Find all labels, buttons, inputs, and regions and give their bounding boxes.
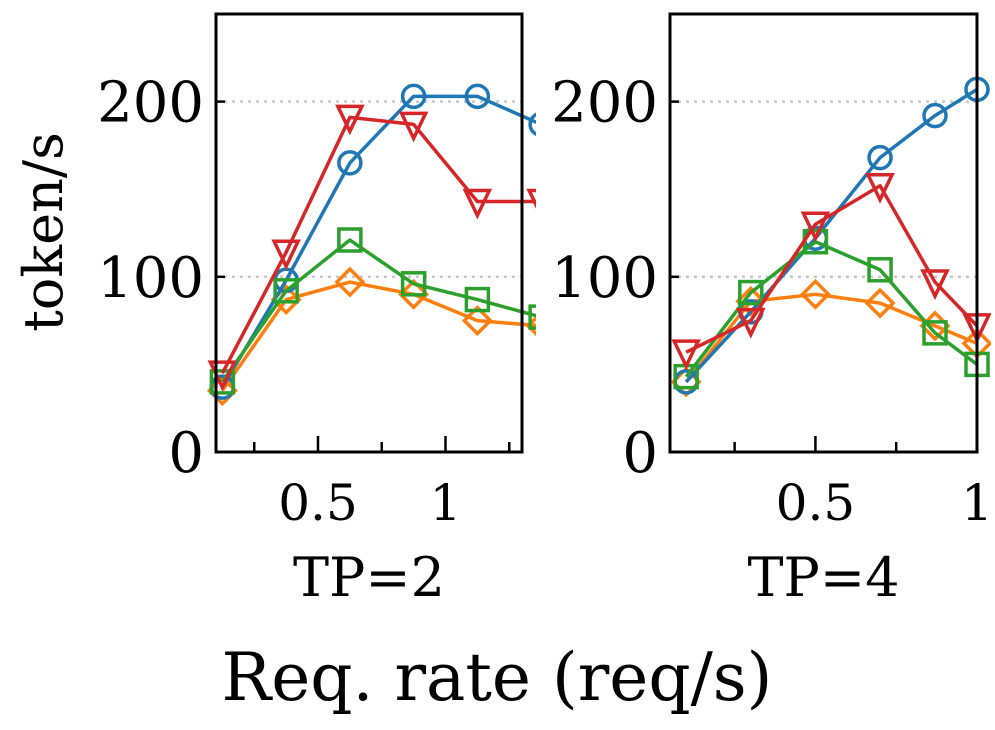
data-point-green bbox=[528, 304, 536, 330]
data-point-red bbox=[736, 307, 766, 339]
series-line-blue bbox=[684, 87, 978, 384]
y-tick-label: 0 bbox=[168, 421, 204, 486]
data-point-blue bbox=[922, 102, 948, 129]
series-blue bbox=[209, 83, 536, 400]
data-point-red bbox=[398, 111, 429, 143]
series-line-green bbox=[684, 240, 979, 378]
x-tick-label: 0.5 bbox=[278, 474, 358, 532]
panel-tp4: 0 100 200 0.5 1 TP=4 bbox=[551, 12, 993, 609]
series-green bbox=[673, 229, 990, 390]
series-blue bbox=[673, 76, 990, 395]
panel-tp2: 0 100 200 0.5 1 TP=2 bbox=[97, 12, 536, 609]
data-point-orange bbox=[864, 287, 896, 319]
data-point-blue bbox=[528, 112, 536, 137]
series-orange bbox=[206, 266, 536, 407]
data-point-green bbox=[337, 227, 363, 253]
data-point-orange bbox=[334, 266, 366, 298]
data-point-orange bbox=[461, 305, 493, 337]
data-point-green bbox=[922, 320, 948, 346]
data-point-red bbox=[462, 188, 493, 220]
series-green bbox=[209, 227, 536, 395]
data-point-red bbox=[920, 269, 950, 301]
data-point-blue bbox=[867, 144, 893, 171]
data-point-green bbox=[867, 257, 893, 283]
data-point-red bbox=[271, 239, 301, 271]
data-point-orange bbox=[206, 375, 238, 407]
x-axis-label: Req. rate (req/s) bbox=[222, 639, 773, 716]
data-point-green bbox=[273, 278, 299, 304]
series-line-blue bbox=[220, 94, 536, 389]
panel-title: TP=4 bbox=[748, 546, 900, 609]
axes-frame bbox=[668, 12, 979, 454]
data-point-green bbox=[400, 271, 427, 297]
y-tick-label: 0 bbox=[622, 421, 658, 486]
y-tick-label: 200 bbox=[551, 71, 658, 136]
x-tick-label: 0.5 bbox=[776, 474, 856, 532]
data-point-orange bbox=[799, 278, 831, 310]
x-tick-label: 1 bbox=[430, 474, 462, 532]
series-red bbox=[671, 172, 991, 371]
series-red bbox=[207, 104, 536, 392]
data-point-red bbox=[671, 339, 701, 371]
data-point-orange bbox=[525, 315, 536, 337]
axes-frame bbox=[214, 12, 524, 454]
data-point-blue bbox=[400, 83, 427, 110]
x-tick-label: 1 bbox=[961, 474, 993, 532]
y-tick-label: 200 bbox=[97, 71, 204, 136]
y-tick-label: 100 bbox=[97, 246, 204, 311]
series-line-green bbox=[220, 238, 536, 383]
data-point-red bbox=[526, 188, 536, 209]
y-tick-label: 100 bbox=[551, 246, 658, 311]
data-point-blue bbox=[464, 83, 491, 110]
data-point-red bbox=[335, 104, 365, 136]
data-point-blue bbox=[337, 150, 363, 176]
series-line-orange bbox=[220, 280, 536, 392]
data-point-red bbox=[800, 211, 831, 243]
data-point-orange bbox=[398, 278, 430, 310]
data-point-green bbox=[738, 279, 764, 306]
data-point-green bbox=[464, 286, 491, 313]
series-line-red bbox=[685, 183, 979, 354]
series-line-red bbox=[220, 115, 536, 374]
y-axis-label: token/s bbox=[12, 132, 75, 332]
data-point-red bbox=[865, 172, 895, 204]
panel-title: TP=2 bbox=[293, 546, 445, 609]
